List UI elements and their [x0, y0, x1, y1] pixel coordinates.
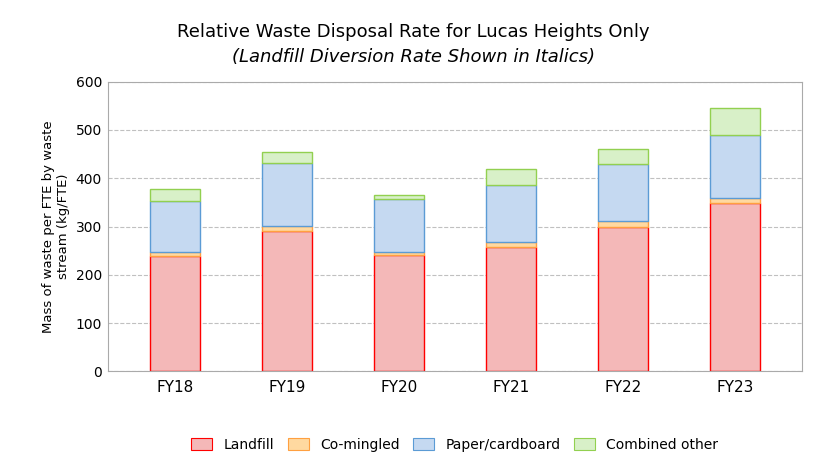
Bar: [710, 203, 760, 371]
Bar: [374, 255, 424, 371]
Text: (Landfill Diversion Rate Shown in Italics): (Landfill Diversion Rate Shown in Italic…: [232, 48, 595, 66]
Bar: [598, 221, 648, 226]
Bar: [485, 185, 536, 242]
Text: Relative Waste Disposal Rate for Lucas Heights Only: Relative Waste Disposal Rate for Lucas H…: [177, 23, 650, 41]
Bar: [710, 108, 760, 135]
Bar: [598, 149, 648, 164]
Bar: [598, 164, 648, 221]
Bar: [485, 242, 536, 247]
Y-axis label: Mass of waste per FTE by waste
stream (kg/FTE): Mass of waste per FTE by waste stream (k…: [42, 120, 70, 333]
Bar: [710, 135, 760, 198]
Bar: [374, 199, 424, 251]
Bar: [261, 163, 312, 226]
Bar: [261, 152, 312, 163]
Bar: [485, 247, 536, 371]
Bar: [150, 189, 200, 201]
Bar: [261, 231, 312, 371]
Bar: [150, 201, 200, 251]
Bar: [150, 256, 200, 371]
Legend: Landfill, Co-mingled, Paper/cardboard, Combined other: Landfill, Co-mingled, Paper/cardboard, C…: [186, 432, 724, 453]
Bar: [374, 251, 424, 255]
Bar: [261, 226, 312, 231]
Bar: [485, 169, 536, 185]
Bar: [710, 198, 760, 203]
Bar: [150, 251, 200, 256]
Bar: [598, 226, 648, 371]
Bar: [374, 195, 424, 199]
